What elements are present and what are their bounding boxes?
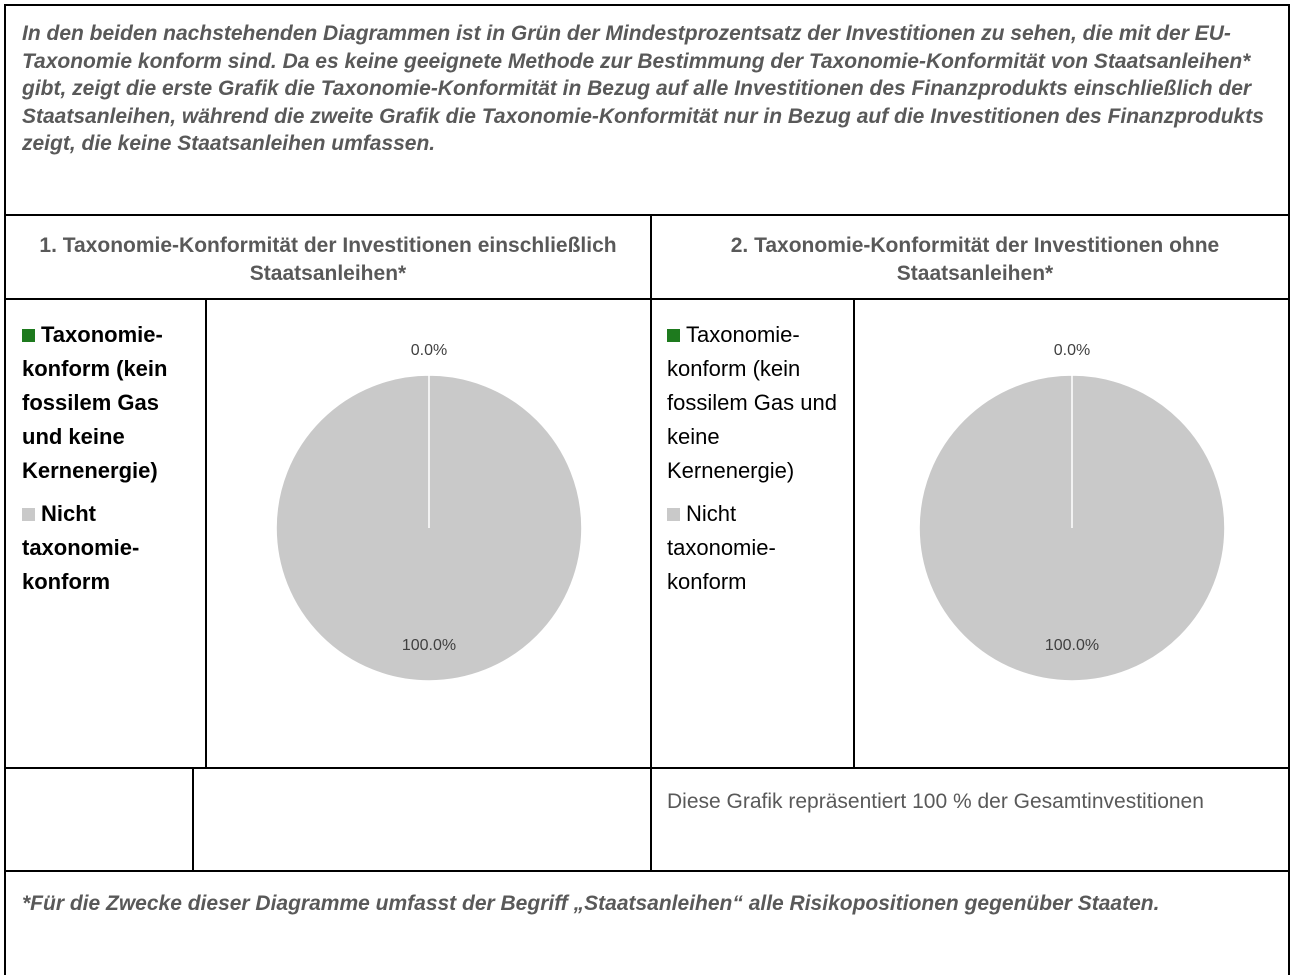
data-label: 100.0% — [402, 637, 456, 654]
border — [192, 767, 194, 871]
legend-label: Nicht taxonomie-konform — [22, 501, 140, 594]
legend-swatch — [667, 508, 680, 521]
legend-entry: Nicht taxonomie-konform — [667, 497, 847, 599]
border — [4, 767, 1290, 769]
data-label: 100.0% — [1045, 637, 1099, 654]
legend-entry: Taxonomie-konform (kein fossilem Gas und… — [667, 318, 847, 488]
legend-entry: Taxonomie-konform (kein fossilem Gas und… — [22, 318, 197, 488]
pie-chart: 0.0% 100.0% — [918, 342, 1226, 682]
pie-slice — [275, 374, 583, 682]
note-text: Diese Grafik repräsentiert 100 % der Ges… — [667, 790, 1204, 813]
panel-heading: 2. Taxonomie-Konformität der Investition… — [730, 234, 1220, 285]
border — [4, 4, 6, 975]
panel-heading: 1. Taxonomie-Konformität der Investition… — [39, 234, 617, 285]
border — [853, 298, 855, 768]
border — [1288, 4, 1290, 975]
pie-chart: 0.0% 100.0% — [275, 342, 583, 682]
legend-swatch — [667, 329, 680, 342]
data-label: 0.0% — [411, 342, 447, 359]
legend: Taxonomie-konform (kein fossilem Gas und… — [667, 318, 847, 608]
border — [4, 214, 1290, 216]
border — [4, 870, 1290, 872]
pie-slice — [918, 374, 1226, 682]
legend-swatch — [22, 508, 35, 521]
legend-label: Taxonomie-konform (kein fossilem Gas und… — [22, 322, 168, 483]
footnote: *Für die Zwecke dieser Diagramme umfasst… — [22, 892, 1160, 915]
border — [4, 4, 1290, 6]
legend-label: Nicht taxonomie-konform — [667, 501, 776, 594]
data-label: 0.0% — [1054, 342, 1090, 359]
border — [650, 214, 652, 871]
intro-text: In den beiden nachstehenden Diagrammen i… — [22, 22, 1264, 155]
border — [4, 298, 1290, 300]
legend: Taxonomie-konform (kein fossilem Gas und… — [22, 318, 197, 608]
legend-swatch — [22, 329, 35, 342]
legend-label: Taxonomie-konform (kein fossilem Gas und… — [667, 322, 837, 483]
border — [205, 298, 207, 768]
legend-entry: Nicht taxonomie-konform — [22, 497, 197, 599]
